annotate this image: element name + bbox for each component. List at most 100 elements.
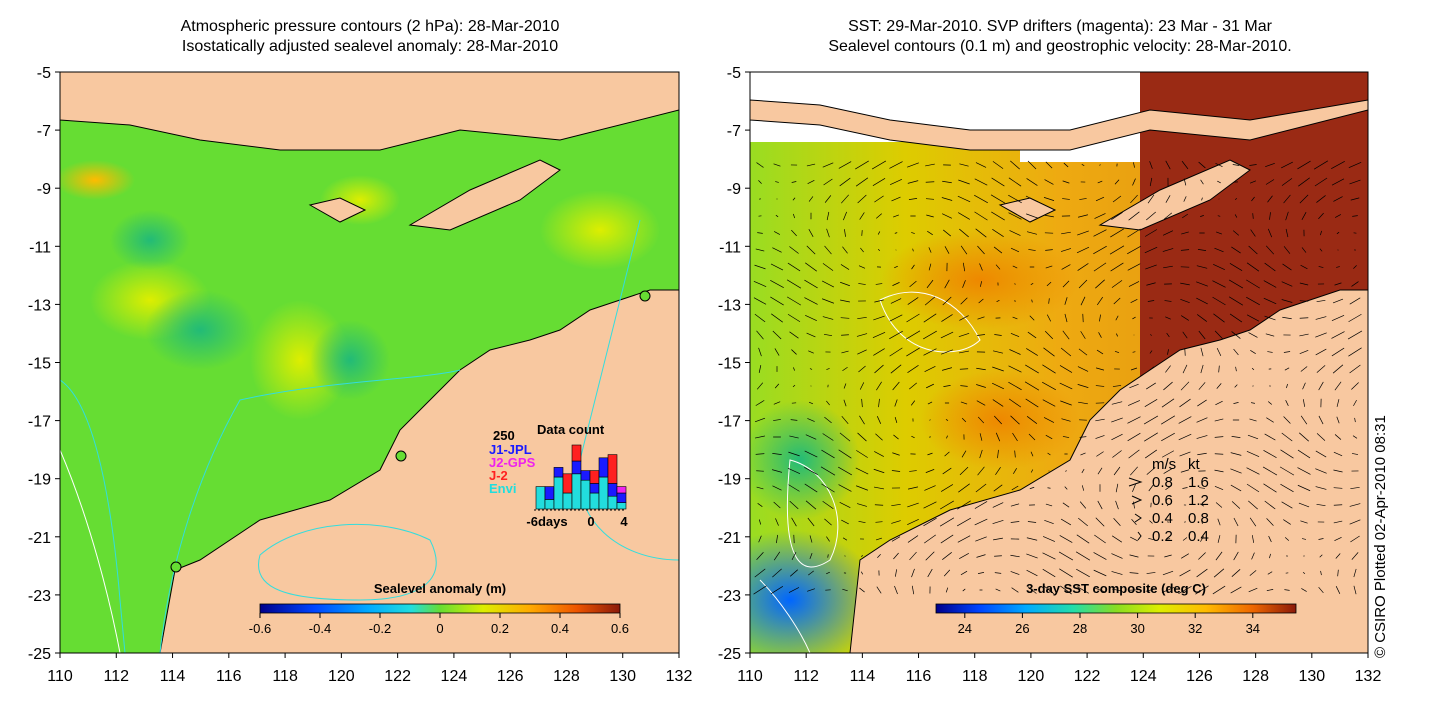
- velocity-vector: [872, 331, 886, 339]
- velocity-vector: [804, 483, 818, 493]
- velocity-vector: [1233, 402, 1239, 404]
- velocity-vector: [1129, 554, 1139, 558]
- velocity-vector: [1060, 347, 1072, 357]
- velocity-vector: [993, 246, 1003, 254]
- velocity-vector: [1012, 432, 1018, 442]
- velocity-vector: [789, 569, 799, 577]
- velocity-vector: [1111, 571, 1123, 575]
- velocity-vector: [1331, 160, 1345, 170]
- velocity-vector: [1232, 164, 1240, 166]
- velocity-vector: [1008, 177, 1022, 187]
- velocity-vector: [1060, 248, 1072, 252]
- velocity-vector: [1269, 553, 1271, 559]
- velocity-vector: [927, 568, 933, 578]
- velocity-vector: [1161, 398, 1175, 408]
- velocity-vector: [1111, 553, 1123, 559]
- right-y-tick-label: -11: [719, 239, 741, 256]
- velocity-vector: [1009, 230, 1021, 236]
- velocity-vector: [1096, 451, 1104, 457]
- velocity-vector: [1349, 519, 1361, 525]
- velocity-key-arrow: [1134, 513, 1142, 523]
- velocity-vector: [1111, 212, 1123, 220]
- velocity-vector: [840, 317, 850, 319]
- right-y-tick-label: -7: [727, 123, 741, 140]
- velocity-vector: [1250, 229, 1256, 237]
- left-y-tick-label: -25: [28, 646, 51, 663]
- velocity-vector: [1181, 553, 1189, 559]
- velocity-vector: [1251, 367, 1255, 371]
- velocity-vector: [1331, 178, 1345, 186]
- velocity-vector: [875, 521, 883, 523]
- velocity-vector: [1298, 177, 1310, 187]
- velocity-vector: [807, 588, 815, 592]
- velocity-vector: [754, 313, 766, 323]
- velocity-vector: [1181, 160, 1189, 170]
- velocity-vector: [1281, 281, 1293, 287]
- velocity-vector: [753, 281, 767, 287]
- velocity-vector: [1060, 585, 1072, 595]
- velocity-vector: [1284, 367, 1290, 371]
- velocity-vector: [824, 416, 832, 424]
- velocity-vector: [891, 503, 901, 507]
- velocity-vector: [1166, 332, 1170, 338]
- velocity-vector: [858, 283, 866, 285]
- velocity-vector: [1336, 231, 1340, 235]
- velocity-vector: [1249, 570, 1257, 576]
- velocity-vector: [1146, 572, 1156, 574]
- right-colorbar: [935, 603, 1297, 614]
- velocity-vector: [1112, 450, 1122, 458]
- velocity-vector: [1332, 298, 1344, 304]
- velocity-vector: [1334, 381, 1342, 391]
- velocity-vector: [1268, 535, 1272, 543]
- velocity-vector: [1031, 299, 1033, 303]
- velocity-vector: [907, 502, 919, 508]
- velocity-vector: [1094, 587, 1106, 593]
- velocity-vector: [789, 331, 799, 339]
- velocity-vector: [1215, 163, 1223, 167]
- left-x-tick-label: 114: [160, 668, 186, 685]
- velocity-vector: [1063, 162, 1069, 168]
- velocity-vector: [1013, 468, 1017, 474]
- velocity-vector: [1267, 401, 1273, 405]
- velocity-vector: [1352, 215, 1358, 217]
- velocity-vector: [912, 248, 914, 252]
- inset-bar-j1: [580, 470, 591, 481]
- velocity-vector: [941, 349, 953, 355]
- left-x-tick-label: 110: [47, 668, 73, 685]
- velocity-vector: [787, 468, 801, 474]
- inset-bars: [535, 444, 627, 510]
- velocity-vector: [1299, 194, 1309, 204]
- velocity-vector: [1012, 265, 1018, 269]
- velocity-vector: [1162, 248, 1174, 252]
- velocity-vector: [1148, 537, 1154, 541]
- velocity-vector: [907, 518, 919, 526]
- velocity-vector: [806, 163, 816, 167]
- velocity-vector: [1200, 215, 1204, 217]
- velocity-vector: [1284, 589, 1290, 591]
- velocity-key-ms: 0.2: [1152, 528, 1173, 545]
- velocity-vector: [1025, 398, 1039, 408]
- velocity-vector: [840, 299, 850, 303]
- velocity-vector: [1281, 501, 1293, 509]
- velocity-vector: [961, 450, 967, 458]
- velocity-vector: [1333, 504, 1343, 506]
- velocity-vector: [941, 314, 953, 322]
- velocity-vector: [1027, 160, 1037, 170]
- velocity-vector: [874, 299, 884, 303]
- velocity-vector: [1081, 164, 1085, 166]
- velocity-vector: [1149, 161, 1153, 169]
- velocity-vector: [772, 247, 782, 253]
- velocity-vector: [872, 177, 886, 187]
- velocity-vector: [1095, 435, 1105, 439]
- velocity-vector: [757, 503, 763, 507]
- inset-bar-envi: [607, 495, 618, 510]
- velocity-vector: [944, 279, 950, 289]
- velocity-vector: [1353, 265, 1357, 269]
- velocity-vector: [1114, 350, 1120, 354]
- velocity-vector: [1129, 572, 1139, 574]
- left-title-line1: Atmospheric pressure contours (2 hPa): 2…: [180, 18, 560, 35]
- inset-bar-j1: [571, 460, 582, 475]
- velocity-vector: [841, 350, 849, 354]
- right-x-tick-label: 120: [1018, 668, 1045, 685]
- right-x-tick-label: 124: [1130, 668, 1157, 685]
